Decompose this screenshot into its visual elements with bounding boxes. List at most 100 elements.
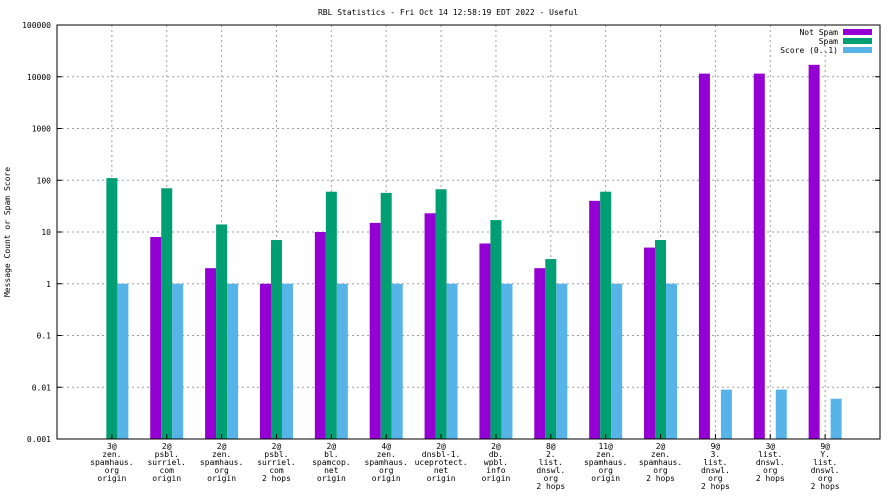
bar-score-0-1 <box>501 283 513 439</box>
x-tick-label-line: 2@ <box>217 442 227 451</box>
x-tick-label-line: dnsbl-1. <box>422 450 461 459</box>
x-tick-label-line: dnswl. <box>536 466 565 475</box>
x-tick-label: 9@ Y. list. dnswl. org 2 hops <box>811 442 840 491</box>
x-tick-label-line: surriel. <box>147 458 186 467</box>
x-tick-label-line: uceprotect. <box>415 458 468 467</box>
bar-not-spam <box>534 268 546 439</box>
x-tick-label-line: org <box>598 466 613 475</box>
x-tick-label-line: org <box>763 466 778 475</box>
bar-score-0-1 <box>172 283 184 439</box>
x-tick-label-line: bl. <box>324 450 338 459</box>
legend-swatch <box>843 38 872 44</box>
x-tick-label: 2@ bl. spamcop. net origin <box>312 442 351 483</box>
bar-score-0-1 <box>391 283 403 439</box>
x-tick-label-line: zen. <box>102 450 121 459</box>
axes <box>56 24 881 440</box>
bar-not-spam <box>698 73 710 439</box>
x-tick-label-line: 2 hops <box>701 482 730 491</box>
x-tick-label: 2@ psbl. surriel. com origin <box>147 442 186 483</box>
bar-spam <box>435 189 447 439</box>
bar-score-0-1 <box>720 389 732 439</box>
x-tick-label: 2@ db. wpbl. info origin <box>481 442 510 483</box>
x-tick-label-line: net <box>324 466 339 475</box>
bar-score-0-1 <box>117 283 129 439</box>
x-tick-label-line: zen. <box>377 450 396 459</box>
x-tick-label: 3@ list. dnswl. org 2 hops <box>756 442 785 483</box>
bar-spam <box>655 240 667 439</box>
x-tick-label-line: Y. <box>820 450 830 459</box>
x-tick-label-line: 2 hops <box>811 482 840 491</box>
x-tick-label-line: psbl. <box>155 450 179 459</box>
bar-score-0-1 <box>830 398 842 439</box>
x-tick-label-line: org <box>544 474 559 483</box>
x-tick-label-line: origin <box>207 474 236 483</box>
x-tick-label-line: list. <box>539 458 563 467</box>
x-tick-label-line: org <box>708 474 723 483</box>
x-tick-label-line: dnswl. <box>811 466 840 475</box>
x-tick-label-line: zen. <box>651 450 670 459</box>
bar-score-0-1 <box>336 283 348 439</box>
bar-not-spam <box>589 200 601 439</box>
x-tick-label-line: list. <box>813 458 837 467</box>
y-tick-label: 1000 <box>32 125 51 134</box>
x-tick-label: 2@ zen. spamhaus. org 2 hops <box>639 442 682 483</box>
x-tick-label-line: 11@ <box>598 442 613 451</box>
x-tick-label: 2@ dnsbl-1. uceprotect. net origin <box>415 442 468 483</box>
x-tick-label-line: spamcop. <box>312 458 351 467</box>
bar-spam <box>545 259 557 439</box>
bar-not-spam <box>479 243 491 439</box>
x-tick-label-line: list. <box>758 450 782 459</box>
x-tick-label-line: origin <box>481 474 510 483</box>
bar-score-0-1 <box>446 283 458 439</box>
bar-spam <box>216 224 228 439</box>
bar-score-0-1 <box>666 283 678 439</box>
bar-spam <box>380 192 392 439</box>
x-tick-label-line: zen. <box>212 450 231 459</box>
x-tick-label-line: spamhaus. <box>639 458 682 467</box>
y-axis-label: Message Count or Spam Score <box>3 167 12 297</box>
legend-label: Score (0..1) <box>780 46 838 55</box>
y-tick-label: 10000 <box>27 73 51 82</box>
x-tick-label: 8@ 2. list. dnswl. org 2 hops <box>536 442 565 491</box>
x-tick-label-line: surriel. <box>257 458 296 467</box>
x-tick-label-line: origin <box>97 474 126 483</box>
bar-spam <box>600 191 612 439</box>
x-tick-label-line: org <box>214 466 229 475</box>
x-tick-label-line: 2 hops <box>756 474 785 483</box>
bar-not-spam <box>150 237 162 439</box>
x-tick-label-line: 9@ <box>820 442 830 451</box>
x-tick-label-line: org <box>379 466 394 475</box>
x-tick-label-line: 3@ <box>765 442 775 451</box>
y-tick-label: 0.01 <box>32 383 51 392</box>
bar-score-0-1 <box>227 283 239 439</box>
x-tick-label: 2@ zen. spamhaus. org origin <box>200 442 243 483</box>
x-tick-label-line: spamhaus. <box>90 458 133 467</box>
x-tick-label-line: spamhaus. <box>365 458 408 467</box>
x-tick-label: 4@ zen. spamhaus. org origin <box>365 442 408 483</box>
chart-title: RBL Statistics - Fri Oct 14 12:58:19 EDT… <box>318 8 578 17</box>
x-tick-label-line: origin <box>317 474 346 483</box>
legend-swatch <box>843 47 872 53</box>
x-tick-label-line: 2@ <box>272 442 282 451</box>
x-tick-label-line: com <box>160 466 175 475</box>
x-tick-label: 3@ zen. spamhaus. org origin <box>90 442 133 483</box>
y-tick-label: 1 <box>46 280 51 289</box>
x-tick-label-line: 2@ <box>162 442 172 451</box>
x-tick-label-line: 2@ <box>656 442 666 451</box>
x-tick-label-line: origin <box>372 474 401 483</box>
bar-not-spam <box>644 247 656 439</box>
x-tick-label-line: 8@ <box>546 442 556 451</box>
bar-spam <box>106 178 118 440</box>
x-tick-label-line: psbl. <box>264 450 288 459</box>
x-tick-label-line: 2 hops <box>536 482 565 491</box>
bar-spam <box>325 191 337 439</box>
x-tick-label-line: 2 hops <box>646 474 675 483</box>
x-tick-label-line: 2 hops <box>262 474 291 483</box>
x-tick-label-line: org <box>105 466 120 475</box>
x-tick-label-line: wpbl. <box>484 458 508 467</box>
x-tick-label-line: dnswl. <box>756 458 785 467</box>
bar-score-0-1 <box>611 283 623 439</box>
